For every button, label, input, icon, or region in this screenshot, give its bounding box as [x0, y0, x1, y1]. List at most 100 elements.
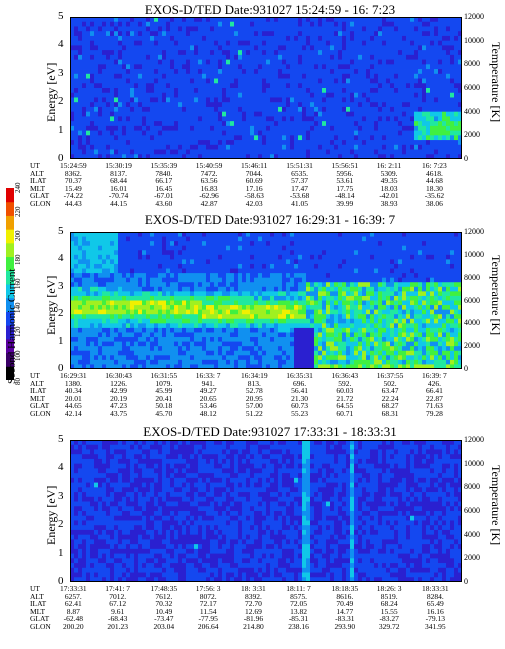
heatmap-cell	[102, 21, 107, 27]
heatmap-cell	[306, 45, 311, 51]
heatmap-cell	[174, 31, 179, 37]
heatmap-cell	[242, 314, 247, 320]
heatmap-cell	[102, 135, 107, 141]
heatmap-cell	[290, 59, 295, 65]
heatmap-cell	[142, 250, 147, 256]
heatmap-cell	[130, 305, 135, 311]
heatmap-cell	[218, 64, 223, 70]
heatmap-cell	[266, 106, 271, 113]
heatmap-cell	[70, 350, 75, 356]
heatmap-cell	[130, 341, 135, 347]
heatmap-cell	[238, 259, 243, 265]
heatmap-cell	[202, 327, 207, 333]
heatmap-cell	[170, 327, 175, 333]
heatmap-cell	[234, 73, 239, 79]
heatmap-cell	[90, 332, 95, 338]
heatmap-cell	[238, 140, 243, 146]
heatmap-cell	[410, 40, 415, 46]
heatmap-cell	[210, 73, 215, 79]
heatmap-cell	[90, 250, 95, 256]
heatmap-cell	[398, 35, 403, 42]
heatmap-cell	[130, 59, 135, 65]
heatmap-cell	[314, 337, 319, 342]
heatmap-cell	[390, 59, 395, 65]
heatmap-cell	[182, 144, 187, 150]
heatmap-cell	[230, 31, 235, 37]
heatmap-cell	[74, 140, 79, 146]
heatmap-cell	[110, 295, 115, 301]
heatmap-cell	[174, 314, 179, 320]
heatmap-cell	[362, 125, 367, 131]
heatmap-cell	[154, 45, 159, 51]
heatmap-cell	[126, 144, 131, 150]
heatmap-cell	[110, 83, 115, 89]
heatmap-cell	[274, 64, 279, 70]
heatmap-cell	[118, 17, 123, 23]
heatmap-cell	[126, 64, 131, 70]
heatmap-cell	[194, 144, 199, 150]
heatmap-cell	[238, 277, 243, 283]
heatmap-cell	[126, 92, 131, 98]
heatmap-cell	[126, 332, 131, 338]
heatmap-cell	[170, 116, 175, 122]
heatmap-cell	[322, 245, 327, 251]
heatmap-cell	[86, 295, 91, 301]
heatmap-cell	[242, 236, 247, 242]
heatmap-cell	[310, 35, 315, 42]
heatmap-cell	[78, 364, 83, 369]
heatmap-cell	[126, 125, 131, 131]
heatmap-cell	[350, 135, 355, 141]
heatmap-cell	[434, 73, 439, 79]
heatmap-cell	[94, 17, 99, 23]
heatmap-cell	[86, 327, 91, 333]
heatmap-cell	[386, 154, 391, 159]
heatmap-cell	[90, 314, 95, 320]
heatmap-cell	[158, 305, 163, 311]
heatmap-cell	[134, 116, 139, 122]
heatmap-cell	[246, 140, 251, 146]
heatmap-cell	[422, 21, 427, 27]
heatmap-cell	[274, 300, 279, 306]
heatmap-cell	[210, 64, 215, 70]
heatmap-cell	[150, 40, 155, 46]
heatmap-cell	[254, 35, 259, 42]
heatmap-cell	[114, 300, 119, 306]
heatmap-cell	[274, 121, 279, 127]
heatmap-cell	[158, 286, 163, 292]
heatmap-cell	[242, 73, 247, 79]
heatmap-cell	[94, 116, 99, 122]
heatmap-cell	[174, 111, 179, 117]
heatmap-cell	[186, 327, 191, 333]
heatmap-cell	[142, 259, 147, 265]
heatmap-cell	[70, 50, 75, 56]
heatmap-cell	[158, 359, 163, 365]
heatmap-cell	[98, 154, 103, 159]
heatmap-cell	[162, 21, 167, 27]
heatmap-cell	[94, 102, 99, 108]
heatmap-cell	[98, 332, 103, 338]
heatmap-cell	[434, 26, 439, 32]
heatmap-cell	[118, 69, 123, 75]
heatmap-cell	[162, 341, 167, 347]
heatmap-cell	[114, 59, 119, 65]
heatmap-cell	[306, 327, 311, 333]
heatmap-cell	[206, 273, 211, 279]
heatmap-cell	[138, 355, 143, 361]
heatmap-cell	[266, 125, 271, 131]
heatmap-cell	[230, 277, 235, 283]
heatmap-cell	[446, 69, 451, 75]
heatmap-cell	[402, 17, 407, 23]
heatmap-cell	[118, 26, 123, 32]
heatmap-cell	[318, 263, 323, 269]
heatmap-cell	[454, 83, 459, 89]
heatmap-cell	[174, 254, 179, 260]
heatmap-cell	[266, 364, 271, 369]
heatmap-cell	[290, 318, 295, 324]
heatmap-cell	[390, 97, 395, 103]
heatmap-cell	[134, 277, 139, 283]
heatmap-cell	[458, 50, 462, 56]
heatmap-cell	[374, 45, 379, 51]
heatmap-cell	[414, 130, 419, 136]
ephemeris-column: 16: 7:23 4618. 44.68 18.30 -35.62 38.06	[422, 162, 447, 208]
heatmap-cell	[314, 282, 319, 288]
